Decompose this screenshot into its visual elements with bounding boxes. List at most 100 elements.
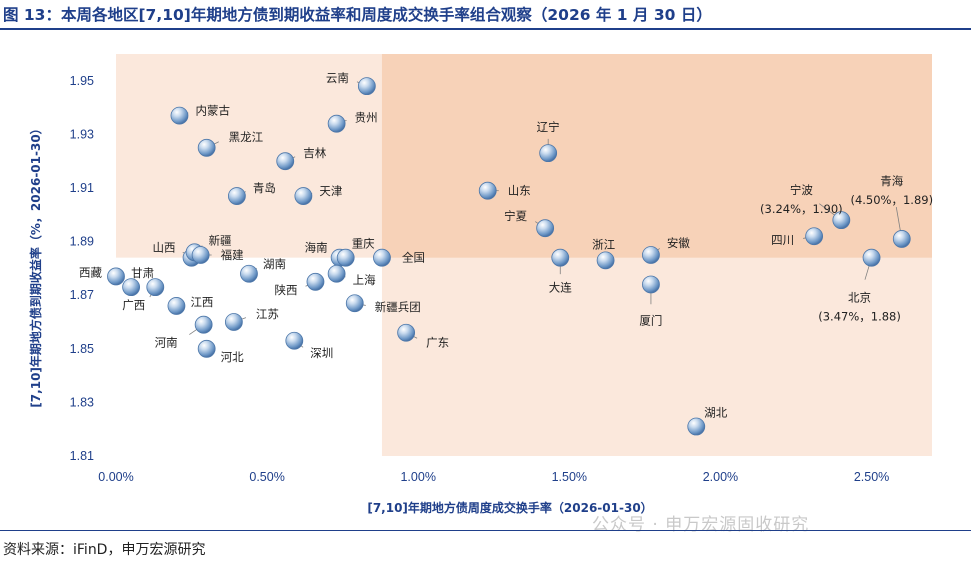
x-tick-label: 0.00% — [98, 470, 133, 484]
data-point — [327, 264, 346, 283]
point-label: 四川 — [771, 233, 794, 247]
data-point — [551, 248, 570, 267]
data-point — [276, 152, 295, 171]
y-tick-label: 1.81 — [70, 449, 94, 463]
point-label: 甘肃 — [131, 266, 154, 280]
point-label: 海南 — [305, 241, 328, 255]
data-point — [197, 339, 216, 358]
data-point — [167, 297, 186, 315]
point-label: 宁波(3.24%，1.90) — [760, 183, 843, 216]
point-label: 安徽 — [667, 236, 690, 250]
x-tick-label: 1.50% — [552, 470, 587, 484]
data-point — [892, 230, 911, 248]
point-label: 西藏 — [79, 265, 102, 279]
x-axis-title: [7,10]年期地方债周度成交换手率（2026-01-30） — [367, 500, 652, 515]
data-point — [224, 313, 243, 331]
data-point — [397, 323, 416, 342]
data-point — [642, 246, 660, 264]
data-point — [327, 114, 346, 133]
watermark: 公众号 · 申万宏源固收研究 — [592, 515, 810, 535]
data-point — [285, 331, 304, 350]
point-label: 福建 — [221, 248, 244, 262]
data-point — [240, 264, 258, 283]
data-point — [306, 272, 325, 291]
data-point — [194, 315, 213, 334]
reference-point — [373, 248, 391, 267]
data-point — [832, 211, 851, 230]
x-tick-label: 0.50% — [249, 470, 284, 484]
point-label: 北京(3.47%，1.88) — [818, 291, 901, 324]
point-label: 新疆兵团 — [375, 300, 421, 314]
data-point — [191, 246, 210, 264]
scatter-chart: 1.81 1.83 1.85 1.87 1.89 1.91 1.93 1.95 0.00% 0.5… — [28, 54, 933, 515]
data-point — [107, 267, 125, 286]
point-label: 深圳 — [310, 346, 333, 360]
data-point — [478, 181, 497, 200]
x-tick-label: 2.50% — [854, 470, 889, 484]
data-point — [539, 144, 558, 163]
y-tick-label: 1.85 — [70, 342, 94, 356]
title-rule — [0, 28, 971, 30]
x-tick-label: 2.00% — [703, 470, 738, 484]
page-title: 图 13：本周各地区[7,10]年期地方债到期收益率和周度成交换手率组合观察（2… — [3, 6, 712, 24]
point-label: 云南 — [326, 71, 349, 85]
x-tick-label: 1.00% — [400, 470, 435, 484]
data-point — [805, 227, 824, 246]
point-label: 河南 — [155, 336, 178, 350]
point-label: 陕西 — [274, 283, 297, 297]
y-tick-label: 1.83 — [70, 395, 94, 409]
data-point — [345, 294, 364, 313]
point-label: 广东 — [426, 336, 449, 350]
axis-ticks: 1.81 1.83 1.85 1.87 1.89 1.91 1.93 1.95 0.00% 0.5… — [70, 74, 890, 484]
data-point — [357, 77, 376, 96]
data-point — [146, 278, 165, 297]
point-label: 吉林 — [303, 146, 326, 160]
point-label: 新疆 — [209, 233, 232, 247]
point-label: 江苏 — [256, 307, 279, 321]
point-label: 内蒙古 — [195, 104, 230, 118]
point-label: 青海(4.50%，1.89) — [850, 174, 933, 207]
data-point — [642, 275, 660, 294]
point-label: 上海 — [353, 273, 376, 287]
data-point — [596, 251, 615, 270]
point-label: 贵州 — [355, 111, 378, 125]
data-point — [862, 248, 881, 267]
data-point — [294, 187, 313, 205]
point-label: 宁夏 — [504, 209, 527, 223]
data-point — [227, 187, 246, 205]
data-point — [170, 106, 189, 125]
point-label: 山东 — [508, 184, 531, 198]
source-note: 资料来源：iFinD，申万宏源研究 — [3, 542, 206, 558]
quadrant-high-high — [381, 54, 932, 258]
y-axis-title: [7,10]年期地方债到期收益率（%，2026-01-30） — [28, 122, 43, 407]
quadrant-backgrounds — [116, 54, 932, 456]
point-label: 厦门 — [639, 313, 662, 327]
point-label: 河北 — [221, 350, 244, 364]
point-label: 湖北 — [704, 406, 727, 420]
point-label: 大连 — [549, 281, 572, 295]
point-label: 江西 — [190, 295, 213, 309]
data-point — [197, 138, 216, 157]
bottom-rule — [0, 530, 971, 531]
point-label: 湖南 — [263, 257, 286, 271]
point-label: 重庆 — [352, 237, 375, 251]
reference-label: 全国 — [402, 251, 425, 265]
data-point — [122, 278, 141, 297]
y-tick-label: 1.93 — [70, 127, 94, 141]
data-point — [536, 219, 555, 238]
point-label: 黑龙江 — [229, 130, 264, 144]
data-point — [336, 248, 355, 267]
data-points — [107, 77, 911, 436]
y-tick-label: 1.87 — [70, 288, 94, 302]
y-tick-label: 1.91 — [70, 181, 94, 195]
y-tick-label: 1.89 — [70, 235, 94, 249]
data-point — [687, 417, 706, 436]
y-tick-label: 1.95 — [70, 74, 94, 88]
point-label: 辽宁 — [537, 120, 560, 134]
point-label: 青岛 — [253, 181, 276, 195]
point-label: 浙江 — [592, 237, 615, 251]
point-label: 天津 — [319, 184, 342, 198]
point-label: 广西 — [122, 298, 145, 312]
point-label: 山西 — [153, 241, 176, 255]
